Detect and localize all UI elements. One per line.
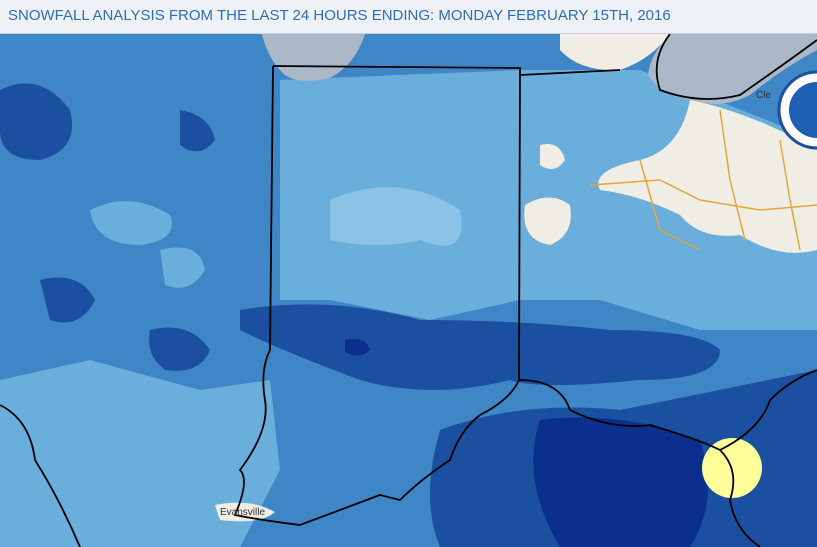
state-borders bbox=[0, 34, 817, 547]
bare-land bbox=[560, 34, 670, 71]
snow-dark bbox=[149, 327, 210, 371]
noaa-logo-inner bbox=[789, 82, 817, 138]
snow-dark bbox=[40, 277, 95, 323]
map: Evansville Cle bbox=[0, 34, 817, 547]
city-label: Evansville bbox=[220, 507, 265, 518]
bare-land bbox=[598, 100, 817, 253]
snow-darkest bbox=[533, 417, 708, 547]
snow-dark bbox=[240, 304, 720, 390]
snow-light bbox=[90, 201, 172, 245]
title: SNOWFALL ANALYSIS FROM THE LAST 24 HOURS… bbox=[0, 0, 817, 34]
snow-dark bbox=[0, 83, 72, 160]
snow-light bbox=[0, 360, 280, 547]
lake bbox=[262, 34, 365, 81]
bare-land bbox=[524, 197, 571, 245]
roads bbox=[589, 109, 817, 251]
snow-darkest bbox=[345, 338, 370, 356]
bare-land bbox=[215, 502, 275, 522]
lake bbox=[648, 34, 817, 104]
bare-land bbox=[540, 144, 565, 169]
snow-light bbox=[330, 187, 462, 246]
city-label: Cle bbox=[756, 90, 771, 101]
snow-light bbox=[160, 247, 205, 288]
snow-dark bbox=[180, 110, 215, 152]
